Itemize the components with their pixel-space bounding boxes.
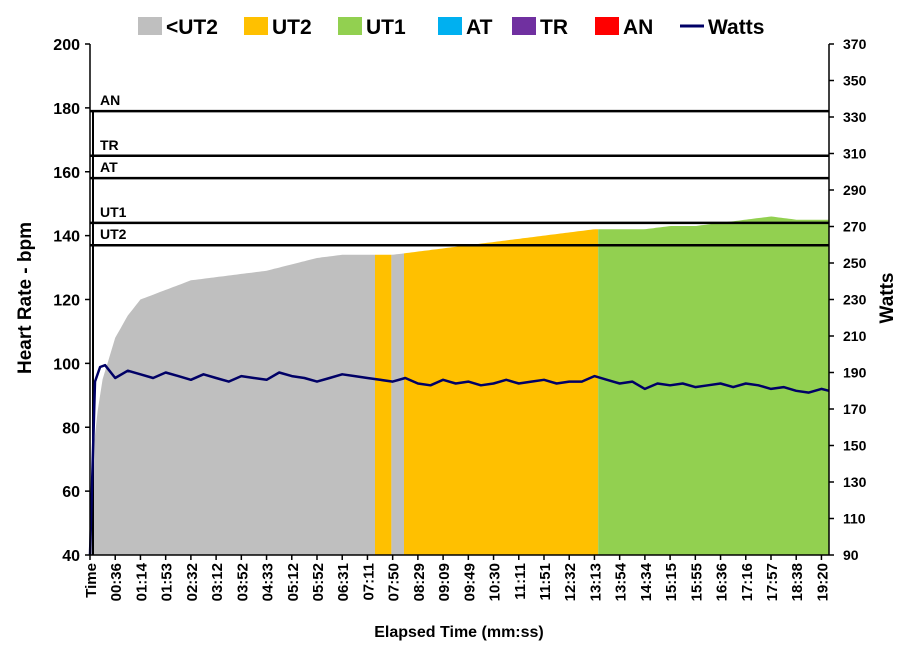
x-tick-label: 03:12 bbox=[209, 563, 226, 601]
y2-tick-label: 330 bbox=[843, 109, 867, 125]
x-tick-label: 01:53 bbox=[159, 563, 176, 601]
x-tick-label: 09:49 bbox=[461, 563, 478, 601]
zone-threshold-lines bbox=[90, 109, 829, 555]
x-axis-title: Elapsed Time (mm:ss) bbox=[374, 624, 544, 641]
watts-series-line bbox=[88, 363, 830, 556]
legend-swatch-at bbox=[438, 17, 462, 35]
y-tick-label: 80 bbox=[62, 420, 80, 437]
y2-tick-label: 170 bbox=[843, 401, 867, 417]
zone-label-ut1: UT1 bbox=[100, 204, 127, 220]
x-tick-label: 19:20 bbox=[814, 563, 831, 601]
zone-label-tr: TR bbox=[100, 137, 119, 153]
y-tick-label: 100 bbox=[53, 356, 80, 373]
y2-tick-label: 370 bbox=[843, 36, 867, 52]
y-tick-label: 120 bbox=[53, 293, 80, 310]
legend-swatch-tr bbox=[512, 17, 536, 35]
x-tick-label: 07:11 bbox=[360, 563, 377, 601]
x-tick-label: 05:12 bbox=[285, 563, 302, 601]
x-tick-label: 11:11 bbox=[512, 563, 529, 600]
y-tick-label: 200 bbox=[53, 37, 80, 54]
y2-tick-label: 190 bbox=[843, 365, 867, 381]
x-axis-ticks: Time 00:36 01:14 01:53 02:32 03:12 03:52 04:33 0… bbox=[83, 555, 831, 601]
y-tick-label: 40 bbox=[62, 548, 80, 565]
x-tick-label: 04:33 bbox=[260, 563, 277, 601]
zone-area-ut2 bbox=[404, 229, 599, 555]
legend-label-below-ut2: <UT2 bbox=[166, 16, 218, 39]
x-tick-label: 08:29 bbox=[411, 563, 428, 601]
y-axis-title: Heart Rate - bpm bbox=[15, 222, 36, 374]
legend-swatch-an bbox=[595, 17, 619, 35]
x-tick-label: 05:52 bbox=[310, 563, 327, 601]
x-tick-label: 17:16 bbox=[739, 563, 756, 601]
x-tick-label: 03:52 bbox=[234, 563, 251, 601]
y-axis-left-ticks: 40 60 80 100 120 140 160 180 200 bbox=[53, 37, 90, 565]
legend-label-an: AN bbox=[623, 16, 653, 39]
zone-label-an: AN bbox=[100, 92, 120, 108]
x-tick-label: 00:36 bbox=[108, 563, 125, 601]
zone-areas bbox=[90, 216, 829, 556]
x-tick-label: 11:51 bbox=[537, 563, 554, 601]
x-tick-label: 17:57 bbox=[764, 563, 781, 601]
y2-tick-label: 310 bbox=[843, 146, 867, 162]
zone-area-below-ut2 bbox=[90, 254, 375, 556]
x-tick-label: 09:09 bbox=[436, 563, 453, 601]
x-tick-label: 02:32 bbox=[184, 563, 201, 601]
y-tick-label: 160 bbox=[53, 165, 80, 182]
legend-swatch-ut1 bbox=[338, 17, 362, 35]
x-tick-label: 10:30 bbox=[487, 563, 504, 601]
x-tick-label: 12:32 bbox=[562, 563, 579, 601]
y2-tick-label: 270 bbox=[843, 219, 867, 235]
zone-label-at: AT bbox=[100, 159, 118, 175]
x-tick-label: 07:50 bbox=[386, 563, 403, 601]
y2-tick-label: 230 bbox=[843, 292, 867, 308]
legend-label-at: AT bbox=[466, 16, 493, 39]
zone-area-ut1 bbox=[598, 216, 829, 555]
y-axis-right-ticks: 90 110 130 150 170 190 210 230 250 270 290 310 330 35… bbox=[829, 36, 867, 563]
y-tick-label: 60 bbox=[62, 484, 80, 501]
legend-label-tr: TR bbox=[540, 16, 568, 39]
y2-tick-label: 290 bbox=[843, 182, 867, 198]
y2-axis-title: Watts bbox=[877, 272, 898, 323]
zone-area-below-ut2 bbox=[391, 253, 404, 555]
legend-swatch-below-ut2 bbox=[138, 17, 162, 35]
y2-tick-label: 130 bbox=[843, 474, 867, 490]
x-tick-label: 13:13 bbox=[587, 563, 604, 601]
zone-labels: UT2 UT1 AT TR AN bbox=[100, 92, 127, 242]
x-tick-label: 15:15 bbox=[663, 563, 680, 601]
x-tick-label: Time bbox=[83, 563, 100, 598]
x-tick-label: 01:14 bbox=[133, 562, 150, 601]
y2-tick-label: 250 bbox=[843, 255, 867, 271]
zone-area-ut2 bbox=[375, 254, 392, 556]
y2-tick-label: 90 bbox=[843, 547, 859, 563]
watts-line bbox=[88, 363, 830, 556]
y-tick-label: 180 bbox=[53, 101, 80, 118]
legend-label-ut1: UT1 bbox=[366, 16, 406, 39]
legend: <UT2 UT2 UT1 AT TR AN Watts bbox=[138, 16, 764, 39]
zone-label-ut2: UT2 bbox=[100, 226, 127, 242]
x-tick-label: 14:34 bbox=[638, 562, 655, 601]
x-tick-label: 13:54 bbox=[613, 562, 630, 601]
y2-tick-label: 350 bbox=[843, 73, 867, 89]
x-tick-label: 16:36 bbox=[714, 563, 731, 601]
legend-label-ut2: UT2 bbox=[272, 16, 312, 39]
legend-label-watts: Watts bbox=[708, 16, 764, 39]
y2-tick-label: 210 bbox=[843, 328, 867, 344]
legend-swatch-ut2 bbox=[244, 17, 268, 35]
y2-tick-label: 110 bbox=[843, 511, 866, 527]
y-tick-label: 140 bbox=[53, 229, 80, 246]
x-tick-label: 18:38 bbox=[789, 563, 806, 601]
y2-tick-label: 150 bbox=[843, 438, 867, 454]
x-tick-label: 06:31 bbox=[335, 563, 352, 601]
x-tick-label: 15:55 bbox=[688, 563, 705, 601]
